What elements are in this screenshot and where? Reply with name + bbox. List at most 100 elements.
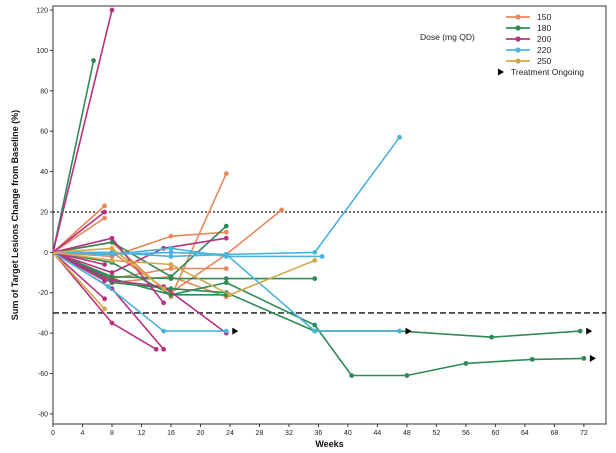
data-point [223,223,229,229]
x-tick-label: 12 [138,430,146,437]
y-axis-title: Sum of Target Lesions Change from Baseli… [10,110,20,320]
series-200 [52,7,229,352]
x-tick-label: 24 [226,430,234,437]
data-point [168,253,174,259]
data-point [161,346,167,352]
data-point [102,296,108,302]
data-point [168,266,174,271]
legend-ongoing-arrow [498,68,504,76]
data-point [102,209,108,215]
legend-marker-200 [515,36,521,42]
data-point [102,306,108,312]
y-tick-label: -20 [38,290,48,297]
patient-line-200-3 [52,251,105,266]
x-tick-label: 64 [521,430,529,437]
y-tick-label: 80 [40,88,48,95]
data-point [109,245,115,251]
patient-line-200-1 [52,9,113,253]
data-point [312,249,318,255]
series-220 [52,134,412,335]
x-tick-label: 40 [344,430,352,437]
y-tick-label: -40 [38,331,48,338]
patient-line-150-1 [52,205,106,253]
data-point [168,245,174,251]
y-tick-label: 100 [36,48,48,55]
y-tick-label: -80 [38,411,48,418]
data-point [109,274,115,279]
data-point [153,346,159,352]
y-tick-label: 20 [40,209,48,216]
data-point [404,373,410,378]
data-point [581,355,587,361]
data-point [223,251,229,257]
data-point [102,203,108,209]
series-250 [52,245,318,312]
patient-line-200-9 [52,237,227,274]
legend-label-150: 150 [537,12,551,22]
data-point [109,7,115,13]
data-point [168,249,174,255]
data-point [109,270,115,275]
x-tick-label: 20 [197,430,205,437]
patient-line-220-1 [52,251,227,332]
treatment-ongoing-marker [232,327,239,335]
data-point [489,334,495,340]
y-tick-label: -60 [38,371,48,378]
data-point [349,373,355,378]
patient-line-180-1 [52,60,95,253]
legend-title: Dose (mg QD) [420,32,475,42]
plot-frame [52,5,607,425]
x-tick-label: 32 [285,430,293,437]
patient-line-200-10 [52,251,227,334]
data-point [168,233,174,239]
y-tick-label: 60 [40,129,48,136]
data-point [102,278,108,284]
data-point [168,262,174,267]
data-point [397,328,402,334]
patient-line-180-6 [52,251,581,339]
series-150 [52,171,284,300]
data-point [223,280,229,286]
treatment-ongoing-marker [586,327,593,335]
data-point [109,258,115,263]
legend-label-220: 220 [537,45,551,55]
legend-marker-250 [515,58,521,64]
data-point [397,134,402,140]
data-point [91,58,96,63]
x-axis: 0 4 8 12 16 20 24 28 32 36 40 44 48 52 56 60 64 68 72 [51,424,588,437]
data-point [312,258,318,263]
data-point [223,266,229,271]
x-tick-label: 16 [167,430,175,437]
data-point [312,276,318,282]
x-tick-label: 8 [110,430,114,437]
data-point [109,235,115,241]
reference-lines [53,211,606,314]
x-tick-label: 56 [462,430,470,437]
data-point [227,292,233,298]
x-tick-label: 52 [433,430,441,437]
legend-label-200: 200 [537,34,551,44]
legend-marker-220 [515,47,521,53]
data-point [312,328,318,334]
patient-line-180-4 [52,251,584,377]
legend-ongoing-label: Treatment Ongoing [511,67,584,77]
patient-line-200-2 [52,211,106,254]
x-tick-label: 72 [580,430,588,437]
treatment-ongoing-marker [589,354,596,362]
data-point [529,356,535,362]
legend-label-180: 180 [537,23,551,33]
data-point [109,278,115,284]
data-point [223,276,229,282]
data-point [223,328,229,334]
legend-marker-180 [515,25,521,31]
patient-line-220-4 [53,251,400,332]
data-point [161,300,167,306]
x-tick-label: 28 [256,430,264,437]
patient-line-200-5 [52,251,106,300]
data-point [102,215,108,221]
x-tick-label: 44 [374,430,382,437]
patient-line-250-1 [52,251,106,310]
